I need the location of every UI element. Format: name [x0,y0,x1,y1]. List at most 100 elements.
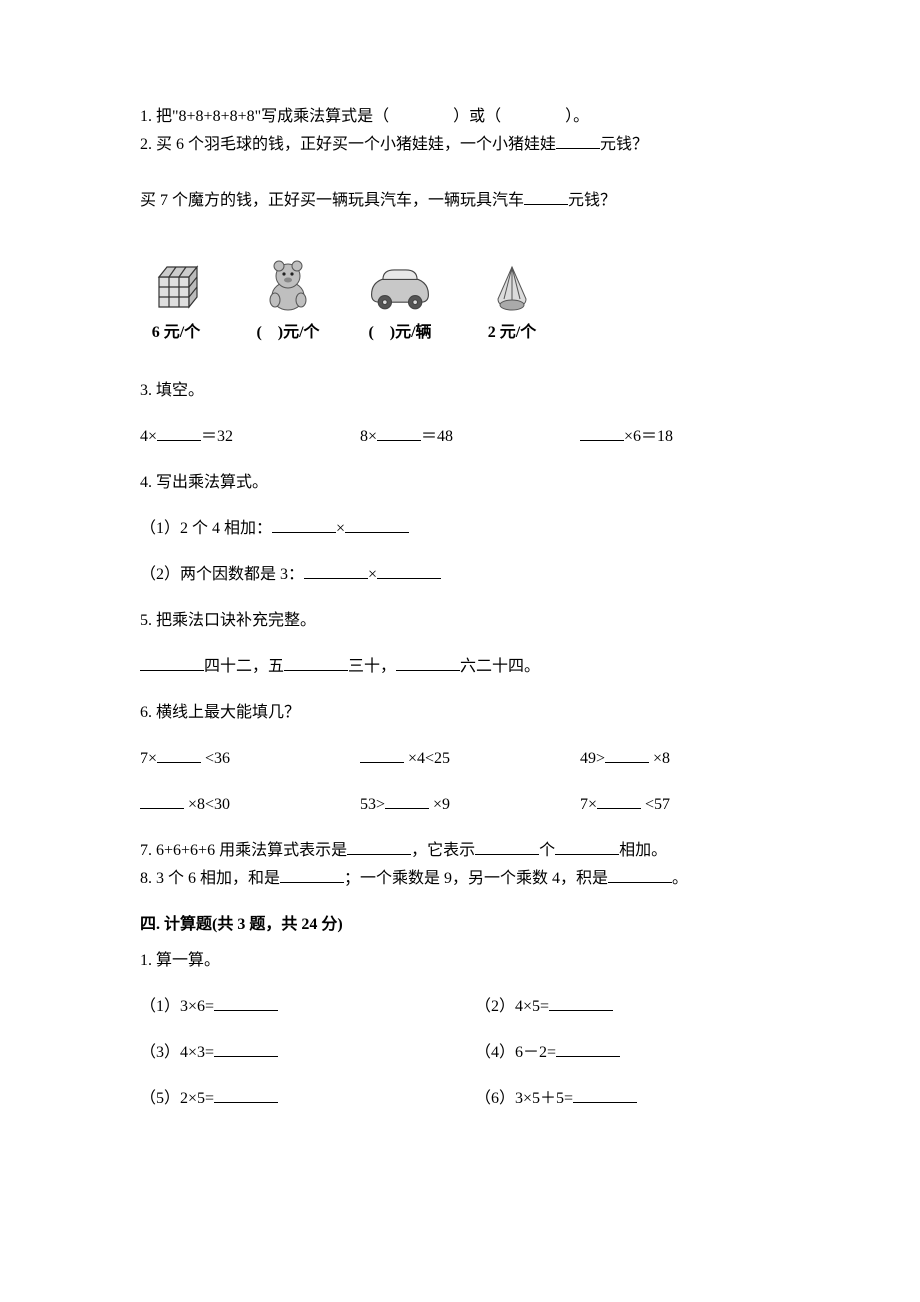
blank [396,670,460,671]
q4-r2-mid: × [368,566,377,583]
q2-line1: 2. 买 6 个羽毛球的钱，正好买一个小猪娃娃，一个小猪娃娃 元钱？ [140,133,780,157]
q6-r2c1-suffix: ×8<30 [184,796,230,813]
blank [140,808,184,809]
calc-r3: （5）2×5= （6）3×5＋5= [140,1087,780,1111]
q6-r1c1-prefix: 7× [140,750,157,767]
q6-r1c3-prefix: 49> [580,750,605,767]
q5-seg1: 四十二，五 [204,658,284,675]
section4-title: 四. 计算题(共 3 题，共 24 分) [140,913,780,937]
q6-row1: 7× <36 ×4<25 49> ×8 [140,747,780,771]
item-car: ( )元/辆 [364,255,436,345]
item-car-label: ( )元/辆 [368,321,431,345]
item-pig-label: ( )元/个 [256,321,319,345]
item-cube: 6 元/个 [140,255,212,345]
blank [475,854,539,855]
blank [385,808,429,809]
blank [157,762,201,763]
q4-r2: （2）两个因数都是 3： × [140,563,780,587]
blank [556,1056,620,1057]
item-shuttlecock: 2 元/个 [476,255,548,345]
rubiks-cube-icon [140,255,212,319]
blank [608,882,672,883]
item-pig: ( )元/个 [252,255,324,345]
q6-title: 6. 横线上最大能填几？ [140,701,780,725]
q7-seg2: ，它表示 [411,842,475,859]
q3-title: 3. 填空。 [140,379,780,403]
shuttlecock-icon [476,255,548,319]
blank [284,670,348,671]
blank [272,532,336,533]
q4-r1-mid: × [336,520,345,537]
blank [214,1056,278,1057]
q6-r1c2-suffix: ×4<25 [404,750,450,767]
q2-line1-prefix: 2. 买 6 个羽毛球的钱，正好买一个小猪娃娃，一个小猪娃娃 [140,136,556,153]
q7-seg3: 个 [539,842,555,859]
q8-seg3: 。 [672,870,688,887]
q2-line2-suffix: 元钱？ [568,192,616,209]
blank [573,1102,637,1103]
q6-r1c3-suffix: ×8 [649,750,670,767]
q8: 8. 3 个 6 相加，和是 ；一个乘数是 9，另一个乘数 4，积是 。 [140,867,780,891]
q6-r2c2-prefix: 53> [360,796,385,813]
blank [377,578,441,579]
q3-c1-suffix: ＝32 [201,428,233,445]
q7: 7. 6+6+6+6 用乘法算式表示是 ，它表示 个 相加。 [140,839,780,863]
q3-c1-prefix: 4× [140,428,157,445]
calc-r2: （3）4×3= （4）6－2= [140,1041,780,1065]
calc-r1: （1）3×6= （2）4×5= [140,995,780,1019]
q3-c3-suffix: ×6＝18 [624,428,673,445]
calc-r1c2: （2）4×5= [475,998,549,1015]
calc-r3c2: （6）3×5＋5= [475,1090,573,1107]
calc-r2c1: （3）4×3= [140,1044,214,1061]
q3-c2-prefix: 8× [360,428,377,445]
blank [214,1102,278,1103]
item-cube-label: 6 元/个 [152,321,200,345]
blank [140,670,204,671]
q5-seg3: 六二十四。 [460,658,540,675]
q2-line1-suffix: 元钱？ [600,136,648,153]
pig-doll-icon [252,255,324,319]
blank [597,808,641,809]
q8-seg1: 8. 3 个 6 相加，和是 [140,870,280,887]
blank [555,854,619,855]
q2-line2: 买 7 个魔方的钱，正好买一辆玩具汽车，一辆玩具汽车 元钱？ [140,189,780,213]
q6-r2c3-prefix: 7× [580,796,597,813]
blank [580,440,624,441]
blank [157,440,201,441]
blank [377,440,421,441]
blank [280,882,344,883]
q8-seg2: ；一个乘数是 9，另一个乘数 4，积是 [344,870,608,887]
q6-r2c3-suffix: <57 [641,796,670,813]
q5-seg2: 三十， [348,658,396,675]
q4-r1: （1）2 个 4 相加： × [140,517,780,541]
q7-seg1: 7. 6+6+6+6 用乘法算式表示是 [140,842,347,859]
q4-title: 4. 写出乘法算式。 [140,471,780,495]
q7-seg4: 相加。 [619,842,667,859]
items-row: 6 元/个 ( )元/个 [140,255,780,345]
q5-title: 5. 把乘法口诀补充完整。 [140,609,780,633]
q3-row: 4× ＝32 8× ＝48 ×6＝18 [140,425,780,449]
q4-r1-prefix: （1）2 个 4 相加： [140,520,272,537]
q4-r2-prefix: （2）两个因数都是 3： [140,566,304,583]
item-shuttlecock-label: 2 元/个 [488,321,536,345]
blank [360,762,404,763]
blank [347,854,411,855]
q6-r1c1-suffix: <36 [201,750,230,767]
calc-title: 1. 算一算。 [140,949,780,973]
q5-row: 四十二，五 三十， 六二十四。 [140,655,780,679]
toy-car-icon [364,255,436,319]
q6-row2: ×8<30 53> ×9 7× <57 [140,793,780,817]
q6-r2c2-suffix: ×9 [429,796,450,813]
calc-r1c1: （1）3×6= [140,998,214,1015]
blank [214,1010,278,1011]
calc-r3c1: （5）2×5= [140,1090,214,1107]
q3-c2-suffix: ＝48 [421,428,453,445]
q1: 1. 把"8+8+8+8+8"写成乘法算式是（ ）或（ ）。 [140,105,780,129]
blank [304,578,368,579]
blank [345,532,409,533]
blank [524,204,568,205]
blank [556,148,600,149]
q2-line2-prefix: 买 7 个魔方的钱，正好买一辆玩具汽车，一辆玩具汽车 [140,192,524,209]
blank [549,1010,613,1011]
blank [605,762,649,763]
